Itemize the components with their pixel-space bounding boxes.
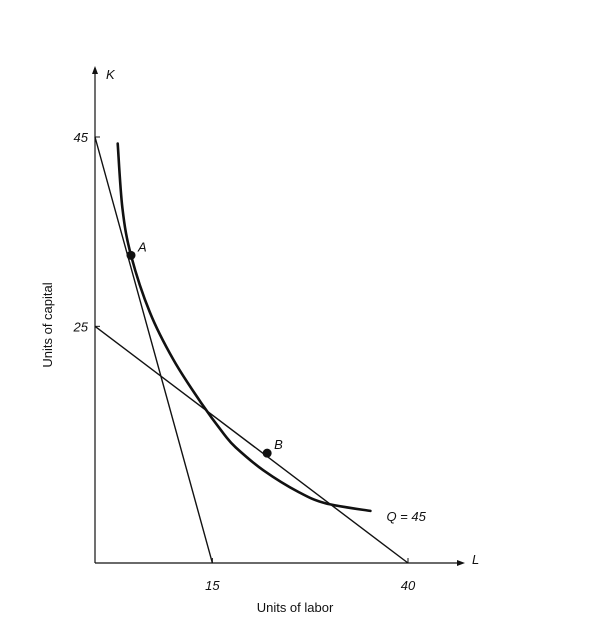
y-axis-letter: K [106, 67, 116, 82]
y-tick-label: 45 [74, 130, 89, 145]
isocost-line-flat [94, 325, 409, 564]
isoquant-label: Q = 45 [386, 509, 426, 524]
point-a-label: A [137, 239, 147, 254]
y-axis-title: Units of capital [40, 282, 55, 367]
x-tick-label: 15 [205, 578, 220, 593]
y-tick-label: 25 [73, 319, 89, 334]
isoquant-curve [116, 142, 372, 513]
isocost-line-steep [94, 136, 214, 564]
x-axis-title: Units of labor [257, 600, 334, 615]
point-b-label: B [274, 437, 283, 452]
point-a-marker [126, 250, 136, 260]
x-axis-arrow [457, 560, 465, 566]
y-axis-arrow [92, 66, 98, 74]
x-axis-letter: L [472, 552, 479, 567]
point-b-marker [262, 448, 272, 458]
x-tick-label: 40 [401, 578, 416, 593]
